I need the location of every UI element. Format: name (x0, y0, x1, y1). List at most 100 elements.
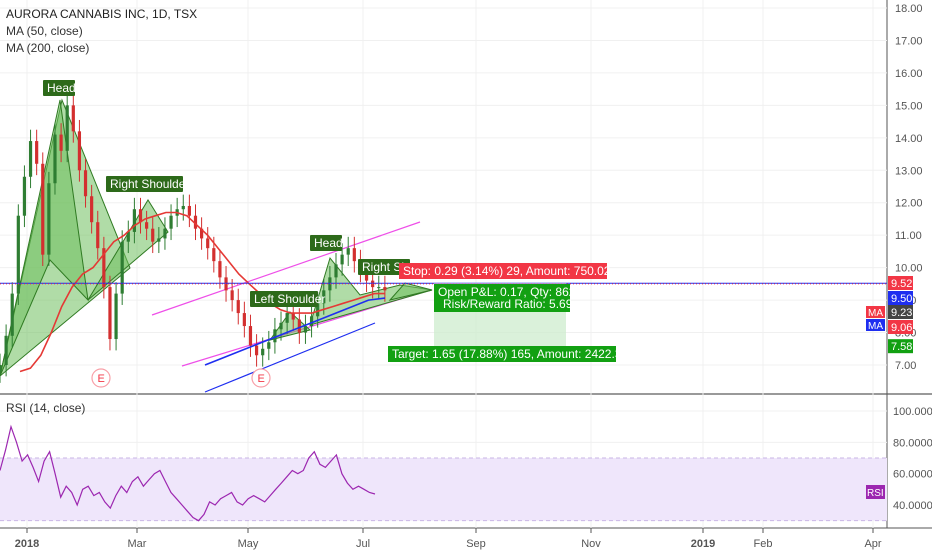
price-badge-text: 9.52 (891, 278, 912, 290)
rsi-title: RSI (14, close) (6, 401, 85, 415)
ma200-legend: MA (200, close) (6, 41, 89, 55)
candle-body (4, 335, 8, 365)
candle-body (59, 134, 63, 151)
candle-body (303, 326, 308, 333)
price-badge (888, 320, 913, 334)
pattern-triangle-4 (309, 256, 433, 326)
candle-body (261, 348, 265, 356)
risk-reward-label: Risk/Reward Ratio: 5.69 (443, 297, 573, 311)
ma50-line (19, 211, 385, 373)
target-label-box (388, 346, 616, 362)
candle-body (279, 322, 283, 330)
price-tick-label: 13.00 (895, 165, 923, 177)
candle-body (322, 290, 326, 304)
price-tick-label: 12.00 (895, 198, 923, 210)
candle-body (120, 241, 124, 294)
candle-body (352, 248, 356, 262)
candle-body (212, 248, 216, 262)
rsi-tag-text: RSI (867, 488, 884, 499)
candle-body (328, 277, 332, 291)
ma-tag-text: MA (868, 308, 883, 319)
candle-body (145, 222, 149, 229)
time-tick-label: May (238, 538, 259, 550)
ma-tag-box (866, 306, 885, 318)
candle-body (102, 248, 106, 288)
earnings-marker (251, 368, 271, 388)
time-tick-label: Feb (754, 538, 773, 550)
ma200-line (204, 297, 385, 366)
candle-body (193, 215, 198, 229)
price-badge (888, 339, 913, 354)
candle-body (291, 313, 295, 320)
candle-body (334, 264, 338, 278)
candle-body (53, 134, 57, 184)
earnings-marker-text: E (98, 373, 105, 385)
time-tick-label: Jul (356, 538, 370, 550)
rsi-tag-box (866, 485, 885, 499)
earnings-marker-text: E (258, 373, 265, 385)
time-tick-label: 2019 (691, 538, 715, 550)
price-tick-label: 16.00 (895, 68, 923, 80)
time-tick-label: Nov (581, 538, 601, 550)
candle-body (316, 303, 320, 317)
candle-body (83, 170, 88, 197)
target-label: Target: 1.65 (17.88%) 165, Amount: 2422.… (392, 347, 622, 361)
candle-body (71, 105, 75, 132)
rsi-tick-label: 60.0000 (893, 469, 932, 481)
candle-body (138, 209, 143, 223)
stop-label-box (399, 263, 607, 279)
candle-body (297, 319, 301, 333)
candle-body (163, 228, 167, 239)
open-pl-box (434, 284, 570, 312)
candle-body (242, 313, 246, 327)
candle-body (230, 290, 234, 301)
candle-body (169, 215, 173, 229)
label-text: Right Shoulder (110, 177, 189, 191)
candle-body (309, 316, 314, 327)
candle-body (96, 222, 100, 249)
candle-body (340, 254, 344, 265)
rsi-tick-label: 80.0000 (893, 437, 932, 449)
price-badge-text: 9.50 (891, 293, 912, 305)
candle-body (248, 326, 253, 346)
rsi-line (0, 424, 376, 522)
candle-body (0, 365, 2, 372)
price-tick-label: 11.00 (895, 230, 922, 242)
candle-body (187, 205, 191, 216)
candle-body (16, 215, 20, 294)
candle-body (114, 293, 118, 340)
blue-trend-line (204, 322, 376, 393)
time-tick-label: Mar (128, 538, 147, 550)
price-tick-label: 7.00 (895, 360, 916, 372)
candle-body (77, 131, 82, 171)
price-tick-label: 18.00 (895, 3, 923, 15)
label-box (250, 291, 318, 307)
time-tick-label: Sep (466, 538, 486, 550)
price-badge-text: 9.23 (891, 307, 912, 319)
chart-title: AURORA CANNABIS INC, 1D, TSX (6, 7, 197, 21)
earnings-marker (91, 368, 111, 388)
price-badge-text: 9.06 (891, 322, 912, 334)
candle-body (65, 105, 69, 151)
candle-body (273, 329, 277, 343)
candle-body (10, 293, 14, 336)
label-box (358, 259, 410, 275)
candle-body (364, 270, 369, 281)
label-text: Head (47, 81, 76, 95)
rsi-tick-label: 40.0000 (893, 500, 932, 512)
time-tick-label: 2018 (15, 538, 39, 550)
candle-body (126, 231, 130, 242)
candle-body (206, 238, 210, 249)
price-badge (888, 291, 913, 305)
candle-body (199, 228, 204, 239)
stop-label: Stop: 0.29 (3.14%) 29, Amount: 750.02 (403, 264, 611, 278)
candle-body (285, 313, 289, 323)
open-pl-label: Open P&L: 0.17, Qty: 862 (438, 285, 576, 299)
candle-body (157, 238, 161, 242)
candle-body (377, 287, 381, 289)
price-tick-label: 15.00 (895, 100, 923, 112)
candle-body (346, 248, 350, 255)
ma-tag-box (866, 319, 885, 331)
candle-body (35, 141, 39, 164)
